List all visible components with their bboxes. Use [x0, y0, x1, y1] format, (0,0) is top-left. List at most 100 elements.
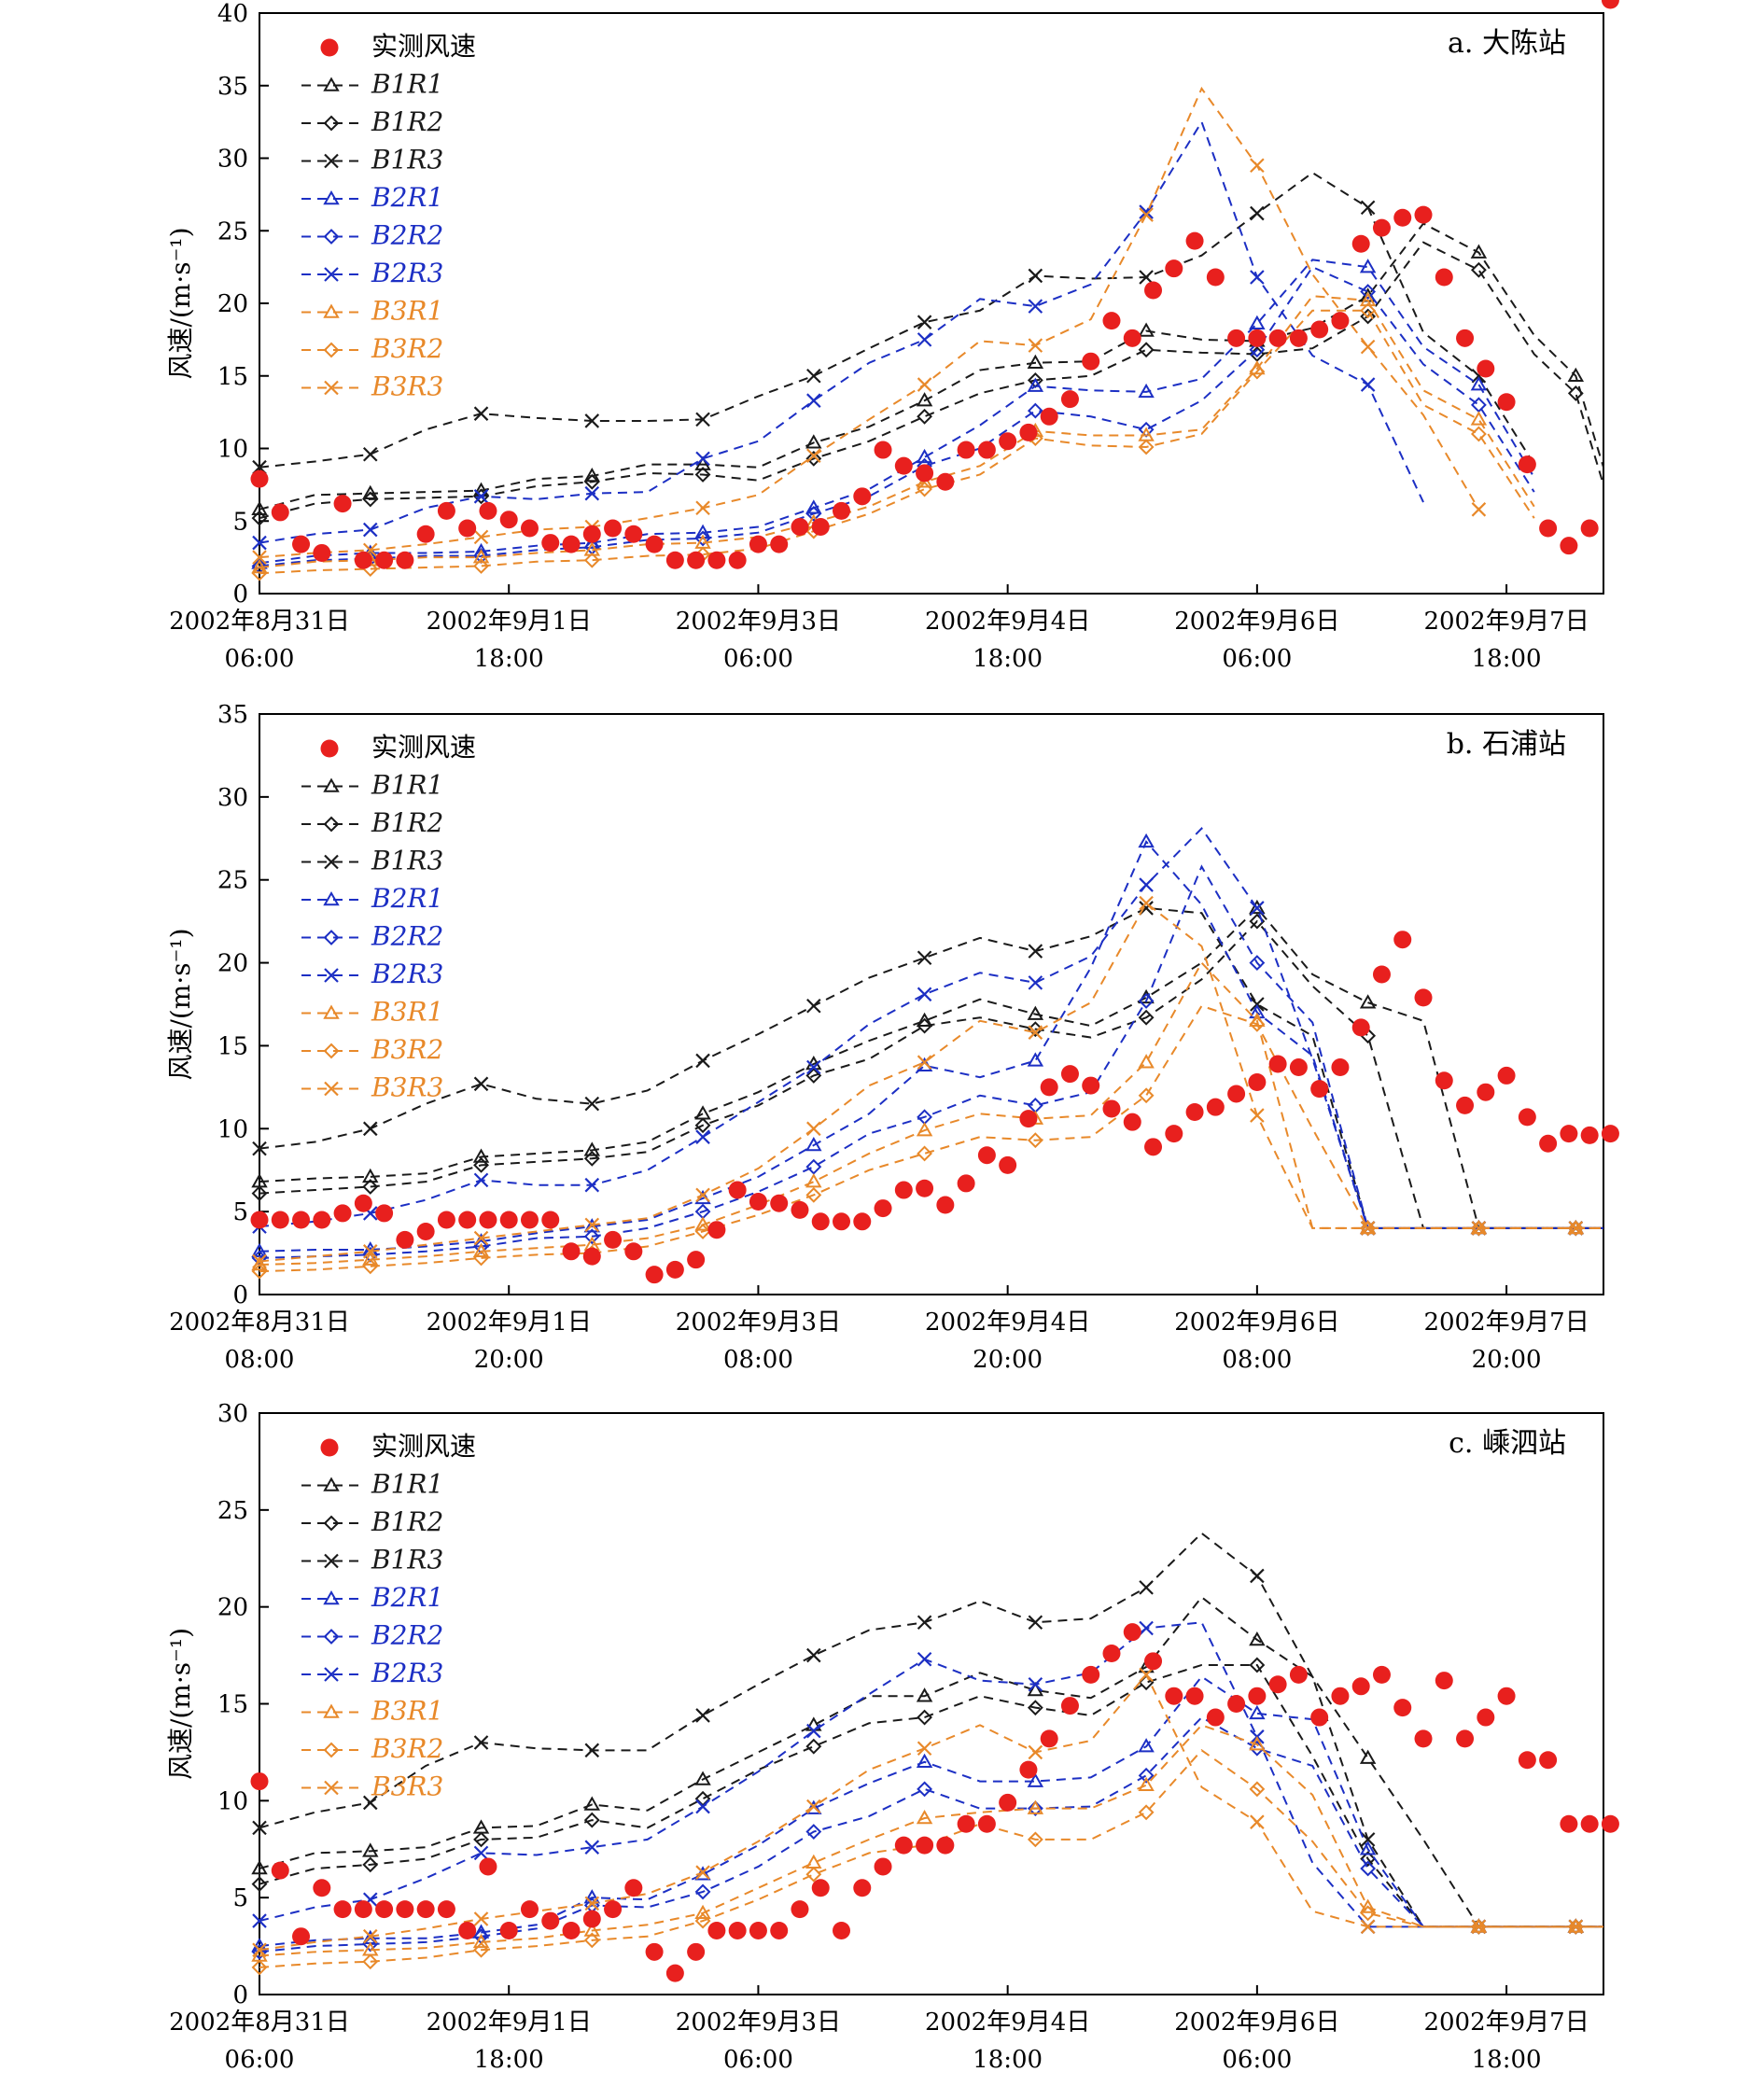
- legend-swatch-marker: [324, 380, 339, 396]
- series-point-B2R3: [1028, 299, 1043, 314]
- series-point-B1R2: [1360, 1851, 1377, 1868]
- series-point-B1R2: [1249, 1657, 1266, 1673]
- y-tick-label: 0: [232, 581, 248, 609]
- legend-swatch-marker: [323, 777, 340, 792]
- series-point-B1R3: [473, 1735, 489, 1750]
- legend-label-B1R1: B1R1: [371, 1469, 443, 1500]
- series-point-B2R1: [1138, 833, 1155, 848]
- observed-point: [1144, 281, 1163, 300]
- series-point-B2R3: [806, 1723, 821, 1739]
- series-point-B1R1: [694, 1105, 711, 1120]
- observed-point: [1601, 1814, 1619, 1833]
- observed-point: [1040, 407, 1058, 426]
- series-point-B2R1: [1249, 1704, 1266, 1720]
- x-tick-time-label: 18:00: [1472, 645, 1542, 673]
- series-observed: [250, 931, 1619, 1284]
- x-tick-date-label: 2002年8月31日: [169, 1309, 350, 1337]
- x-tick-date-label: 2002年9月6日: [1174, 608, 1339, 636]
- series-point-B3R1: [805, 1173, 822, 1188]
- series-point-B2R2: [1027, 1800, 1043, 1817]
- series-point-B2R1: [1249, 315, 1266, 330]
- observed-point: [1539, 1134, 1558, 1153]
- legend-label-B2R2: B2R2: [371, 220, 443, 251]
- observed-point: [333, 1900, 352, 1919]
- series-point-B1R2: [917, 1017, 932, 1034]
- x-tick-time-label: 06:00: [225, 2046, 295, 2074]
- series-point-B2R1: [1027, 377, 1044, 392]
- observed-point: [749, 535, 767, 553]
- series-point-B3R2: [694, 1912, 711, 1929]
- chart-panel-1: 0 5 10 15 20 25 30 35 40 风速/(m·s⁻¹) 2002年8月31日 06:0…: [165, 0, 1619, 673]
- series-point-B1R2: [583, 1150, 600, 1167]
- series-point-B2R3: [695, 1799, 710, 1814]
- observed-point: [1185, 1687, 1204, 1705]
- series-point-B3R2: [251, 565, 268, 581]
- series-point-B3R3: [362, 1928, 378, 1944]
- series-point-B1R3: [806, 1647, 821, 1663]
- panel-label: c. 嵊泗站: [1449, 1427, 1566, 1460]
- series-point-B1R2: [362, 1856, 379, 1873]
- series-point-B1R3: [917, 1615, 932, 1631]
- series-point-B2R2: [694, 530, 711, 547]
- observed-point: [437, 1900, 455, 1919]
- series-point-B2R3: [1139, 877, 1154, 892]
- x-tick-time-label: 18:00: [973, 645, 1043, 673]
- series-point-B3R3: [1471, 1221, 1487, 1236]
- observed-point: [999, 1155, 1017, 1174]
- observed-point: [499, 1211, 518, 1229]
- legend-observed-swatch: [320, 739, 339, 758]
- observed-point: [749, 1921, 767, 1939]
- series-point-B3R2: [1470, 1220, 1487, 1237]
- observed-point: [1206, 1098, 1225, 1116]
- observed-point: [894, 1836, 913, 1855]
- legend-swatch-marker: [323, 77, 340, 91]
- y-tick-label: 25: [217, 867, 248, 895]
- observed-point: [375, 1204, 394, 1223]
- series-point-B3R3: [1471, 1919, 1487, 1935]
- series-B3R2: [251, 302, 1535, 581]
- legend-swatch-marker: [323, 816, 340, 833]
- observed-point: [1456, 329, 1475, 347]
- legend-swatch-marker: [324, 1667, 339, 1682]
- observed-point: [604, 519, 623, 538]
- observed-point: [396, 551, 414, 569]
- series-point-B3R3: [252, 1253, 267, 1269]
- legend-label-B2R3: B2R3: [371, 959, 443, 989]
- series-point-B1R1: [916, 1687, 933, 1702]
- series-point-B1R3: [917, 315, 932, 329]
- series-point-B3R3: [806, 1121, 821, 1137]
- observed-point: [1372, 218, 1391, 237]
- legend-swatch-marker: [323, 930, 340, 945]
- observed-point: [894, 456, 913, 475]
- series-point-B3R2: [1027, 1132, 1043, 1149]
- observed-point: [313, 1879, 331, 1897]
- series-line-B3R2: [259, 1004, 1603, 1273]
- observed-point: [1393, 1699, 1412, 1717]
- series-point-B3R2: [1249, 363, 1266, 380]
- observed-point: [250, 469, 269, 488]
- legend-label-B3R2: B3R2: [371, 1034, 443, 1065]
- observed-point: [853, 1879, 872, 1897]
- series-point-B2R2: [583, 1228, 600, 1245]
- series-point-B1R1: [251, 500, 268, 516]
- series-point-B1R2: [1138, 1009, 1155, 1026]
- x-tick-date-label: 2002年9月7日: [1423, 2009, 1589, 2037]
- observed-point: [1248, 1073, 1267, 1092]
- series-line-B2R3: [259, 1621, 1603, 1928]
- series-point-B1R3: [695, 1053, 710, 1069]
- observed-point: [1539, 519, 1558, 538]
- observed-point: [707, 551, 726, 569]
- series-point-B1R3: [1139, 1580, 1154, 1595]
- series-point-B2R3: [252, 535, 267, 551]
- series-point-B3R2: [1027, 1831, 1043, 1848]
- series-point-B1R1: [694, 1771, 711, 1785]
- series-point-B3R1: [1470, 411, 1488, 426]
- legend-label-B3R3: B3R3: [371, 371, 443, 402]
- series-point-B3R3: [1250, 1814, 1265, 1829]
- observed-point: [833, 501, 851, 520]
- observed-point: [562, 535, 581, 553]
- observed-point: [1477, 1083, 1495, 1101]
- series-point-B3R2: [251, 1959, 268, 1976]
- legend-swatch-marker: [324, 267, 339, 282]
- series-point-B1R3: [362, 1795, 378, 1811]
